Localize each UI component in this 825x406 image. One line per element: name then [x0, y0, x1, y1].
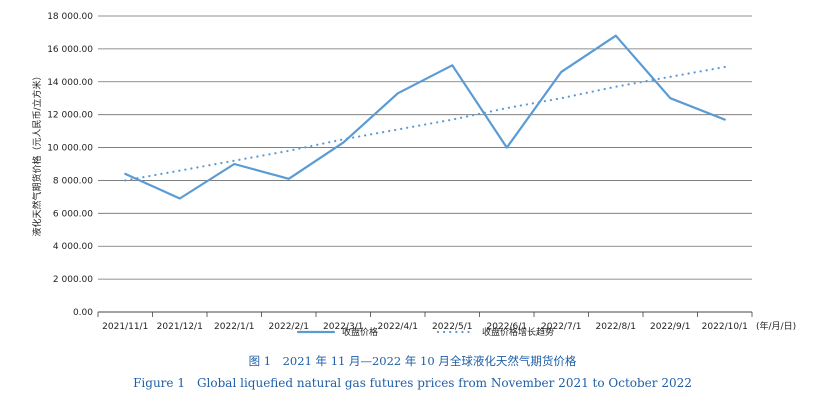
x-unit-label: (年/月/日) — [756, 320, 796, 332]
y-tick-label: 8 000.00 — [53, 176, 93, 186]
x-tick-label: 2022/4/1 — [378, 322, 418, 332]
x-tick-label: 2022/6/1 — [487, 322, 527, 332]
legend: 收盘价格 收盘价格增长趋势 — [296, 326, 554, 338]
x-tick-label: 2021/11/1 — [102, 322, 148, 332]
chart: 0.00 2 000.00 4 000.00 6 000.00 8 000.00 10 0… — [31, 12, 796, 338]
x-tick-label: 2022/9/1 — [650, 322, 690, 332]
x-tick-labels: 2021/11/1 2021/12/1 2022/1/1 2022/2/1 2022/3… — [102, 322, 748, 332]
y-tick-labels: 0.00 2 000.00 4 000.00 6 000.00 8 000.00 10 0… — [47, 12, 93, 318]
y-tick-label: 10 000.00 — [47, 144, 93, 154]
y-tick-label: 16 000.00 — [47, 45, 93, 55]
legend-label: 收盘价格 — [342, 326, 378, 338]
x-tick-label: 2022/10/1 — [702, 322, 748, 332]
figure-caption-english: Figure 1 Global liquefied natural gas fu… — [133, 376, 692, 390]
x-tick-label: 2022/1/1 — [214, 322, 254, 332]
gridlines — [98, 15, 752, 313]
legend-label: 收盘价格增长趋势 — [482, 326, 554, 338]
y-tick-label: 4 000.00 — [53, 242, 93, 252]
y-axis-label: 液化天然气期货价格（元人民币/立方米） — [31, 71, 43, 236]
y-tick-label: 6 000.00 — [53, 209, 93, 219]
x-tick-label: 2022/8/1 — [596, 322, 636, 332]
x-tick-label: 2021/12/1 — [157, 322, 203, 332]
y-tick-label: 18 000.00 — [47, 12, 93, 22]
x-tick-label: 2022/5/1 — [432, 322, 472, 332]
axes — [97, 312, 753, 317]
figure-caption-chinese: 图 1 2021 年 11 月—2022 年 10 月全球液化天然气期货价格 — [248, 354, 577, 368]
price-line — [124, 34, 726, 200]
x-tick-label: 2022/7/1 — [541, 322, 581, 332]
x-tick-label: 2022/3/1 — [323, 322, 363, 332]
y-tick-label: 2 000.00 — [53, 275, 93, 285]
series-group — [124, 34, 726, 200]
y-tick-label: 0.00 — [73, 308, 93, 318]
trend-line — [124, 65, 726, 182]
y-tick-label: 14 000.00 — [47, 78, 93, 88]
y-tick-label: 12 000.00 — [47, 111, 93, 121]
x-tick-label: 2022/2/1 — [269, 322, 309, 332]
